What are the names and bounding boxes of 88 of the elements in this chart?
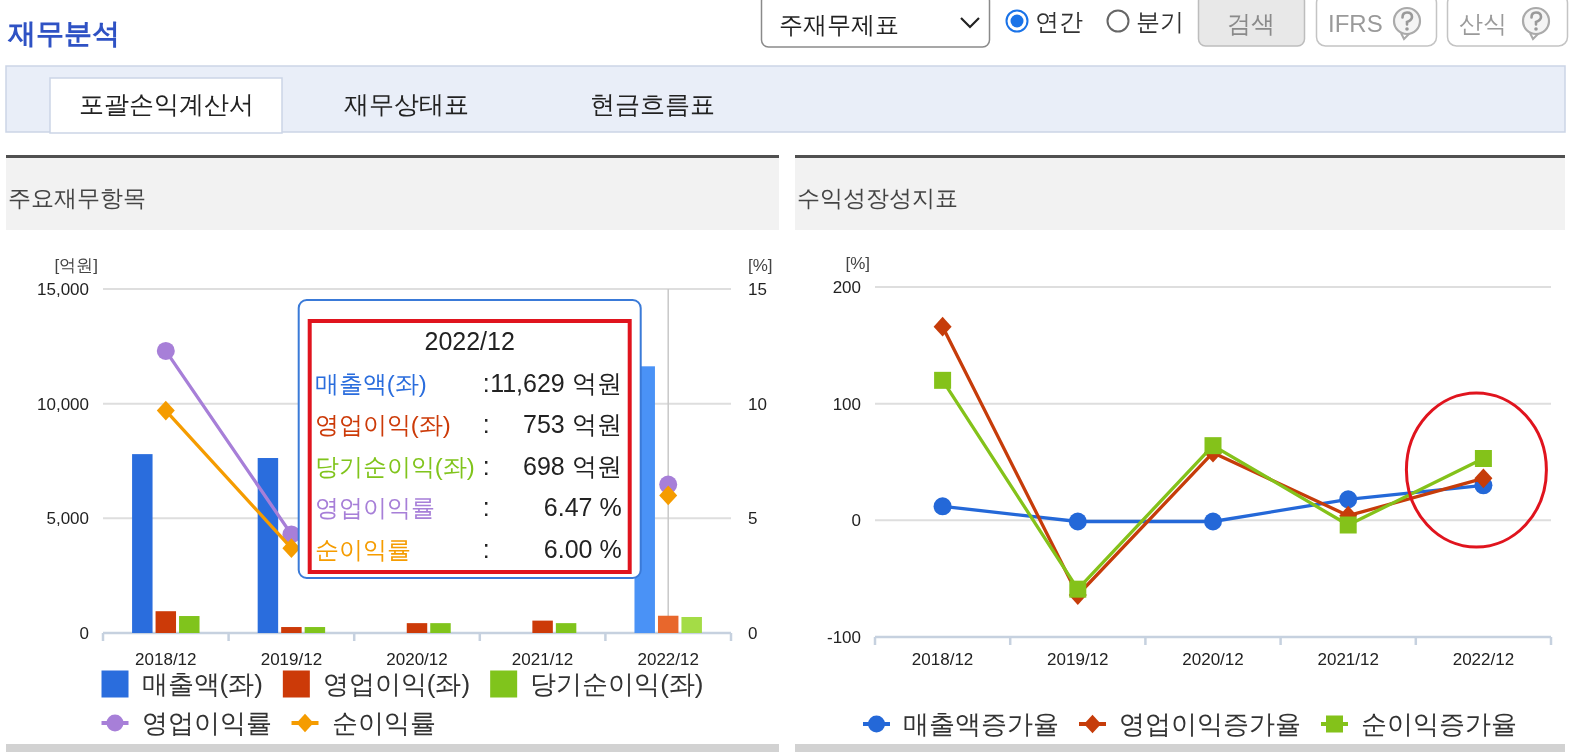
y-tick-label: 200 bbox=[832, 278, 861, 297]
annotation: : bbox=[482, 493, 490, 522]
point bbox=[1069, 580, 1087, 598]
page-header: 재무분석 주재무제표 연간 분기 검색 IFRS 산식 포괄손익계산서 재무상태표 현금흐름표 bbox=[5, 0, 1569, 134]
x-tick-label: 2018/12 bbox=[911, 650, 974, 669]
annotation: 2022/12 bbox=[424, 327, 515, 355]
x-tick-label: 2021/12 bbox=[511, 650, 574, 669]
y-tick-label: 5,000 bbox=[46, 509, 89, 529]
annotation: : bbox=[482, 451, 490, 480]
annotation: 753 억원 bbox=[523, 410, 622, 439]
x-tick-label: 2022/12 bbox=[1452, 650, 1515, 669]
point bbox=[1474, 468, 1493, 489]
annotation: 영업이익률 bbox=[314, 494, 435, 522]
y-axis-title: [%] bbox=[845, 254, 870, 273]
point bbox=[933, 316, 952, 337]
point bbox=[1204, 437, 1222, 455]
panel-title: 수익성장성지표 bbox=[797, 185, 958, 211]
legend-item: 당기순이익(좌) bbox=[490, 669, 704, 699]
point bbox=[156, 341, 175, 360]
x-tick-label: 2018/12 bbox=[135, 650, 197, 669]
legend-item: 매출액(좌) bbox=[101, 669, 263, 699]
annotation: : bbox=[482, 369, 490, 397]
legend-label: 영업이익률 bbox=[141, 708, 272, 738]
point bbox=[156, 400, 175, 421]
annotation: 매출액(좌) bbox=[314, 370, 427, 397]
point bbox=[1339, 490, 1358, 509]
annotation: 698 억원 bbox=[523, 451, 622, 480]
legend-item: 영업이익률 bbox=[101, 708, 272, 738]
legend-item: 영업이익증가율 bbox=[1079, 709, 1301, 739]
y-tick-label: 10,000 bbox=[37, 394, 89, 414]
bar bbox=[406, 623, 428, 633]
y-tick-label: 15,000 bbox=[37, 280, 89, 299]
point bbox=[1339, 516, 1357, 534]
x-tick-label: 2020/12 bbox=[1182, 650, 1244, 669]
annotation: : bbox=[482, 534, 490, 563]
bar bbox=[681, 616, 702, 633]
bar bbox=[555, 623, 577, 633]
point bbox=[1474, 450, 1492, 467]
annotation: : bbox=[482, 410, 490, 439]
y2-tick-label: 15 bbox=[748, 280, 767, 299]
point bbox=[659, 485, 678, 506]
legend-item: 순이익증가율 bbox=[1321, 709, 1517, 739]
x-tick-label: 2019/12 bbox=[260, 650, 323, 669]
legend-item: 영업이익(좌) bbox=[282, 669, 471, 699]
x-tick-label: 2020/12 bbox=[386, 650, 448, 669]
annotation: 11,629 억원 bbox=[490, 369, 622, 397]
annotation: 영업이익(좌) bbox=[314, 411, 451, 439]
bar bbox=[179, 616, 200, 633]
x-tick-label: 2019/12 bbox=[1047, 650, 1109, 669]
bar bbox=[132, 454, 153, 633]
bar bbox=[281, 627, 302, 633]
annotation: 당기순이익(좌) bbox=[314, 452, 475, 480]
bar bbox=[430, 623, 451, 633]
legend-label: 순이익증가율 bbox=[1361, 709, 1517, 739]
panel-title: 주요재무항목 bbox=[8, 185, 146, 211]
legend-label: 매출액(좌) bbox=[141, 669, 263, 699]
bar bbox=[532, 620, 553, 633]
legend-label: 영업이익(좌) bbox=[322, 669, 471, 699]
y-axis-title: [억원] bbox=[54, 256, 98, 275]
point bbox=[282, 538, 301, 559]
legend-label: 순이익률 bbox=[331, 708, 436, 738]
annotation: 6.47 % bbox=[543, 493, 622, 522]
y-tick-label: -100 bbox=[826, 628, 861, 647]
bar bbox=[257, 458, 279, 633]
bar bbox=[657, 615, 679, 633]
point bbox=[1204, 512, 1222, 531]
legend-item: 순이익률 bbox=[291, 708, 436, 738]
point bbox=[933, 497, 952, 516]
y-tick-label: 0 bbox=[79, 624, 89, 643]
bar bbox=[155, 611, 177, 633]
annotation: 6.00 % bbox=[543, 534, 622, 563]
legend-item: 매출액증가율 bbox=[863, 709, 1059, 739]
page-title: 재무분석 bbox=[8, 18, 120, 49]
x-tick-label: 2022/12 bbox=[637, 650, 699, 669]
y2-axis-title: [%] bbox=[748, 256, 773, 275]
y2-tick-label: 10 bbox=[748, 394, 767, 414]
x-tick-label: 2021/12 bbox=[1317, 650, 1379, 669]
annotation: 순이익률 bbox=[314, 535, 411, 563]
point bbox=[934, 371, 952, 389]
y2-tick-label: 5 bbox=[748, 509, 758, 529]
y-tick-label: 100 bbox=[832, 394, 861, 414]
legend-label: 매출액증가율 bbox=[903, 709, 1059, 739]
point bbox=[1068, 512, 1087, 531]
legend-label: 당기순이익(좌) bbox=[530, 669, 704, 699]
legend-label: 영업이익증가율 bbox=[1119, 709, 1301, 739]
y-tick-label: 0 bbox=[851, 511, 861, 531]
y2-tick-label: 0 bbox=[748, 624, 758, 643]
bar bbox=[304, 627, 326, 633]
